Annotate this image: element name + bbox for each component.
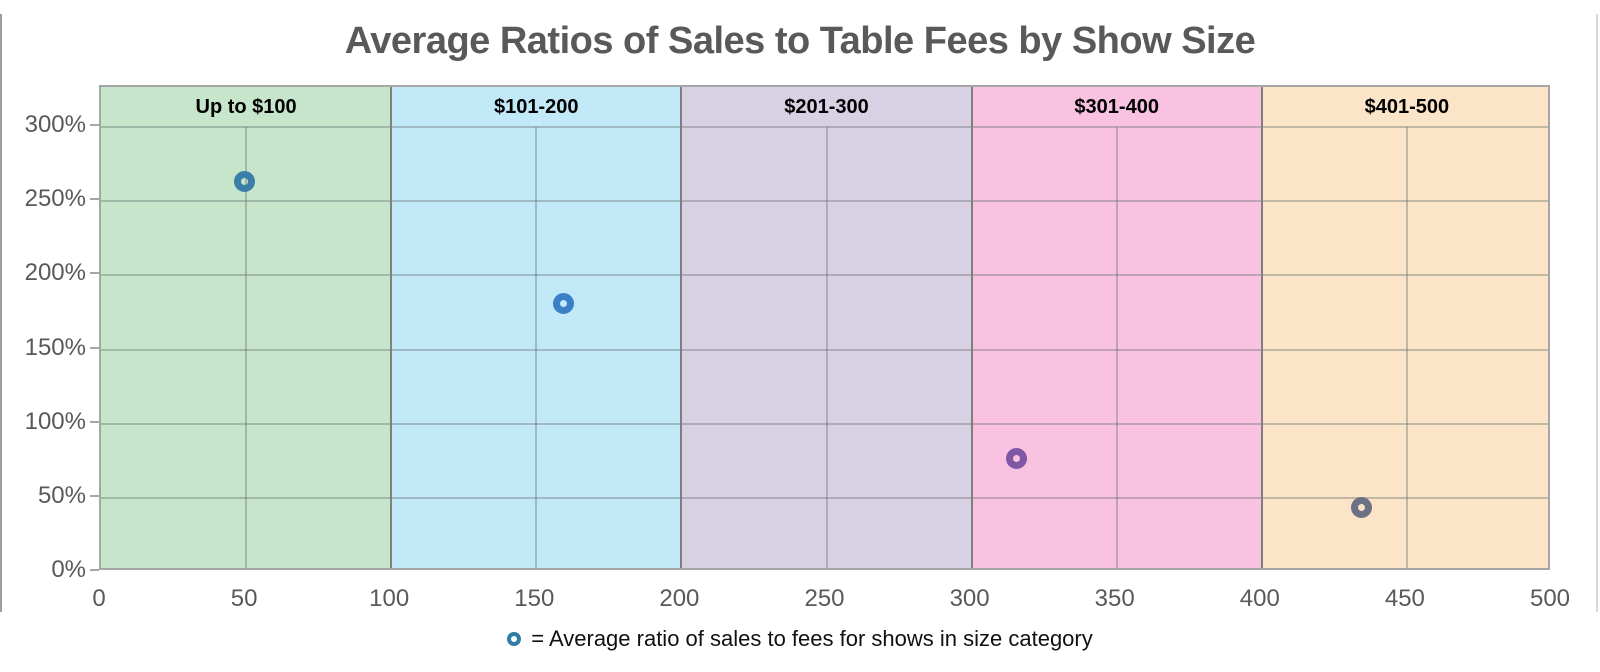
gridline-vertical-450 xyxy=(1405,127,1408,568)
band-separator-100 xyxy=(390,87,393,568)
gridline-horizontal-150 xyxy=(101,348,1548,351)
category-band-4 xyxy=(971,87,1262,568)
y-axis-tick-mark-300% xyxy=(90,124,99,126)
y-axis-tick-mark-150% xyxy=(90,346,99,349)
y-axis-tick-mark-200% xyxy=(90,272,99,275)
y-axis-tick-mark-0% xyxy=(90,569,99,571)
x-axis-tick-label-150: 150 xyxy=(514,585,555,612)
category-band-1 xyxy=(101,87,392,568)
data-point-1[interactable] xyxy=(233,170,255,192)
frame-right-border xyxy=(1596,14,1598,612)
band-label-3: $201-300 xyxy=(784,96,869,118)
data-point-2[interactable] xyxy=(552,292,574,314)
y-axis-tick-label-100%: 100% xyxy=(24,407,86,435)
chart-title: Average Ratios of Sales to Table Fees by… xyxy=(344,20,1256,62)
gridline-horizontal-50 xyxy=(101,496,1548,499)
y-axis-tick-label-0%: 0% xyxy=(51,556,86,583)
data-point-3[interactable] xyxy=(1005,448,1027,470)
legend-text: = Average ratio of sales to fees for sho… xyxy=(531,626,1093,651)
x-axis-tick-label-0: 0 xyxy=(92,585,106,612)
gridline-horizontal-100 xyxy=(101,422,1548,425)
x-axis-tick-label-100: 100 xyxy=(369,585,410,612)
x-axis-tick-label-400: 400 xyxy=(1239,585,1280,612)
y-axis-tick-mark-50% xyxy=(90,494,99,497)
gridline-horizontal-300 xyxy=(101,126,1548,128)
x-axis-tick-label-300: 300 xyxy=(949,585,990,612)
frame-left-border xyxy=(0,14,2,612)
y-axis-tick-label-150%: 150% xyxy=(24,333,86,361)
x-axis-tick-label-50: 50 xyxy=(230,585,258,612)
x-axis-tick-label-200: 200 xyxy=(659,585,700,612)
band-separator-200 xyxy=(680,87,683,568)
x-axis-tick-label-500: 500 xyxy=(1529,585,1571,612)
category-band-5 xyxy=(1261,87,1548,568)
category-band-3 xyxy=(681,87,972,568)
y-axis-tick-label-50%: 50% xyxy=(37,481,86,509)
x-axis-tick-label-350: 350 xyxy=(1094,585,1135,612)
band-label-2: $101-200 xyxy=(494,96,579,118)
band-label-5: $401-500 xyxy=(1364,96,1450,118)
gridline-vertical-50 xyxy=(245,127,248,568)
gridline-vertical-250 xyxy=(825,127,828,568)
x-axis-tick-label-450: 450 xyxy=(1384,585,1425,612)
category-band-2 xyxy=(391,87,682,568)
plot-area: Up to $100 $101-200 $201-300 $301-400 $401-5… xyxy=(99,85,1550,570)
gridline-vertical-350 xyxy=(1115,127,1118,568)
y-axis-tick-label-250%: 250% xyxy=(24,185,86,213)
y-axis-tick-mark-250% xyxy=(90,198,99,201)
x-axis-tick-label-250: 250 xyxy=(804,585,845,612)
band-separator-400 xyxy=(1260,87,1263,568)
band-label-1: Up to $100 xyxy=(195,96,297,118)
band-separator-300 xyxy=(970,87,973,568)
data-point-4[interactable] xyxy=(1350,497,1372,519)
legend-donut-marker-icon xyxy=(507,632,522,646)
y-axis-tick-label-300%: 300% xyxy=(24,111,86,138)
band-label-4: $301-400 xyxy=(1074,96,1159,118)
y-axis-tick-label-200%: 200% xyxy=(24,259,86,287)
y-axis-tick-mark-100% xyxy=(90,420,99,423)
legend: = Average ratio of sales to fees for sho… xyxy=(0,622,1600,656)
gridline-vertical-150 xyxy=(535,127,538,568)
gridline-horizontal-200 xyxy=(101,274,1548,277)
gridline-horizontal-250 xyxy=(101,200,1548,203)
